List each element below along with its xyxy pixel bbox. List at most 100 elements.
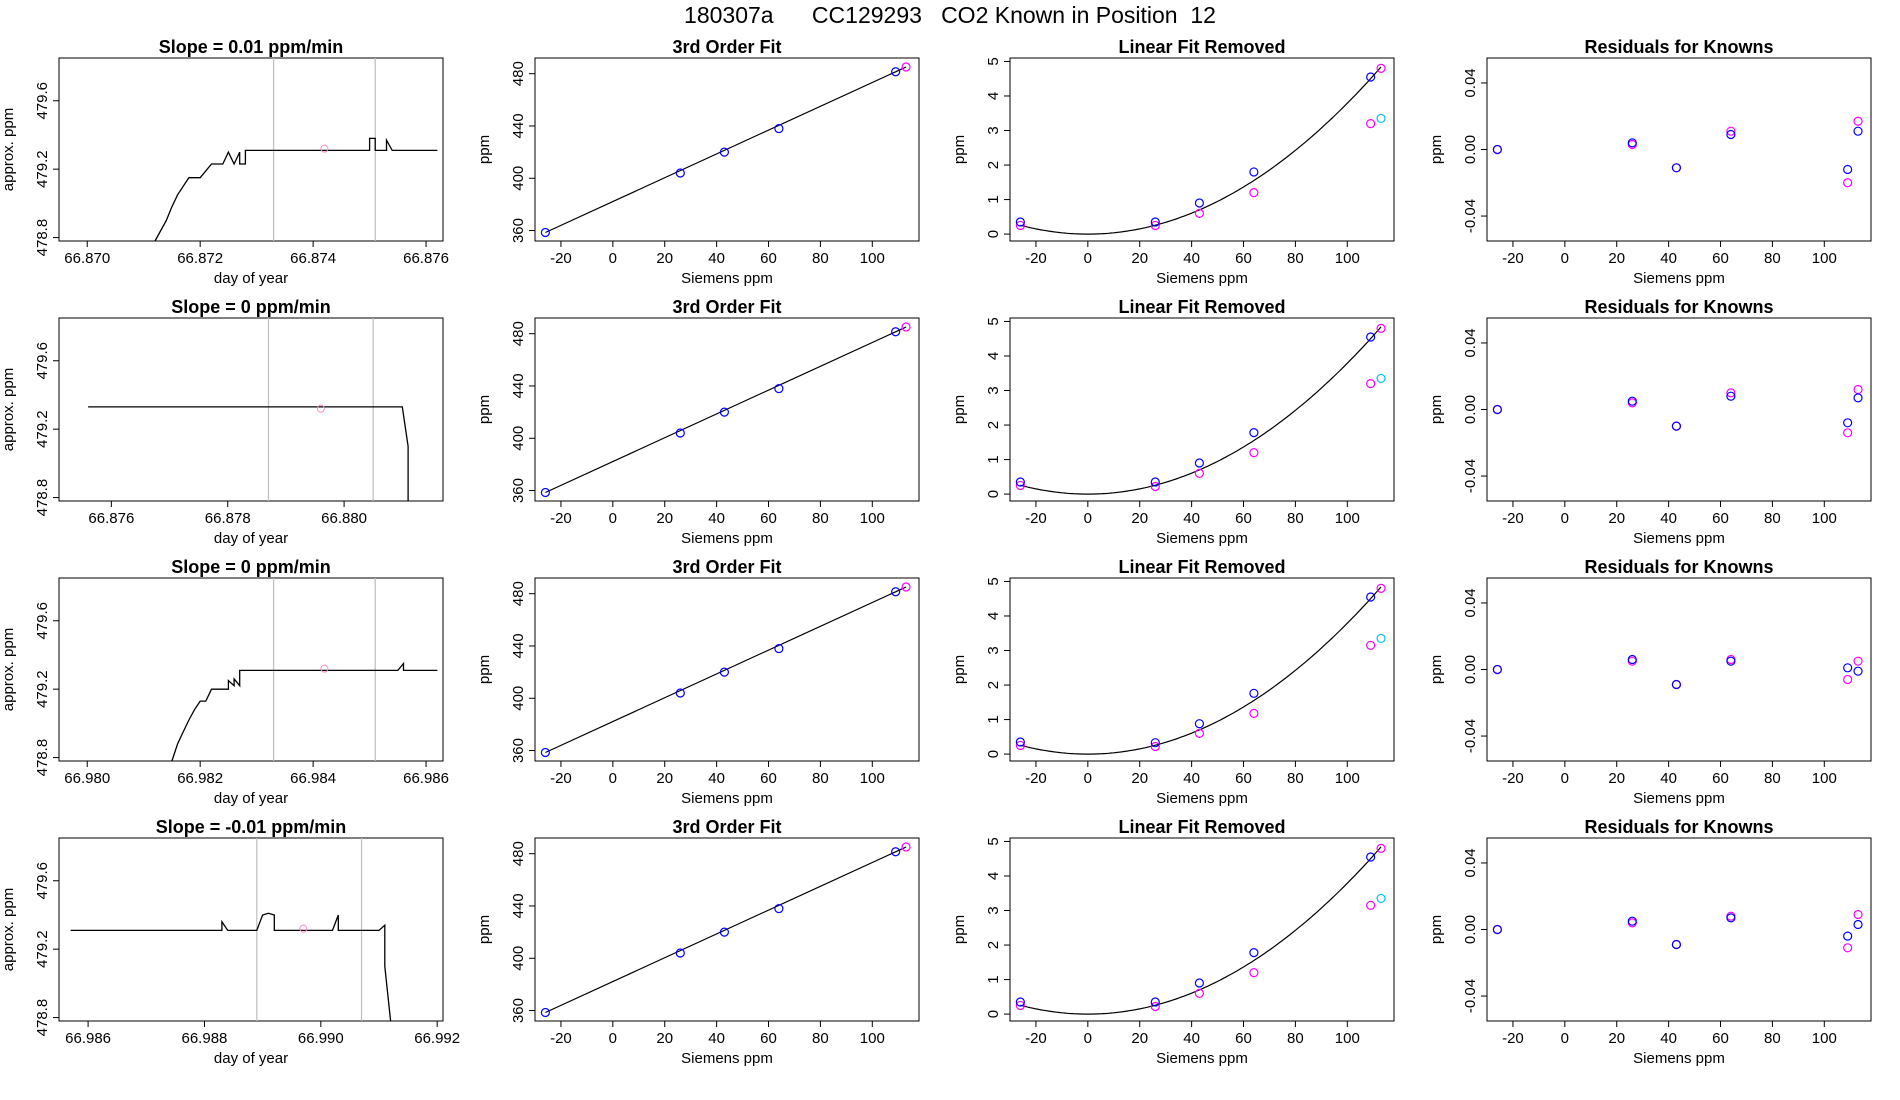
- data-point-magenta: [1194, 208, 1205, 218]
- data-point-blue: [540, 1007, 550, 1018]
- plot-frame: [534, 57, 920, 242]
- data-point-blue: [774, 643, 784, 654]
- y-tick-label: 360: [510, 738, 527, 763]
- x-axis-label: day of year: [214, 270, 288, 287]
- x-tick-label: 0: [1561, 770, 1569, 787]
- data-point-magenta: [1150, 1001, 1160, 1012]
- data-point-magenta: [1366, 640, 1376, 650]
- y-tick-label: 478.8: [34, 219, 51, 257]
- data-point-cyan: [1376, 893, 1386, 904]
- x-tick-label: 66.984: [290, 770, 336, 787]
- x-tick-label: 20: [656, 510, 673, 527]
- y-tick-label: -0.04: [1462, 719, 1479, 753]
- plot-frame: [1009, 837, 1395, 1022]
- x-tick-label: 66.992: [414, 1030, 460, 1047]
- data-point-blue: [891, 587, 901, 597]
- x-tick-label: 60: [1235, 770, 1252, 787]
- x-tick-label: 80: [812, 250, 829, 267]
- data-point-blue: [1015, 477, 1025, 487]
- data-point-blue: [540, 487, 550, 498]
- x-tick-label: 40: [1183, 250, 1200, 267]
- y-tick-label: -0.04: [1462, 199, 1479, 233]
- y-axis-label: approx. ppm: [0, 628, 17, 711]
- y-axis-label: ppm: [476, 135, 493, 164]
- data-point-magenta: [1853, 384, 1863, 395]
- data-point-blue: [1843, 164, 1853, 175]
- data-point-blue: [891, 327, 901, 337]
- y-tick-label: 3: [985, 386, 1002, 394]
- x-tick-label: 80: [812, 1030, 829, 1047]
- data-point-magenta: [1249, 448, 1259, 458]
- x-tick-label: 0: [609, 1030, 617, 1047]
- y-tick-label: 0.00: [1462, 395, 1479, 424]
- x-tick-label: 40: [1660, 510, 1677, 527]
- x-tick-label: -20: [1502, 250, 1524, 267]
- x-axis-label: Siemens ppm: [1633, 1050, 1725, 1067]
- x-tick-label: 40: [708, 510, 725, 527]
- mean-marker: [320, 664, 329, 673]
- plot-frame: [1009, 317, 1395, 502]
- y-axis-label: ppm: [476, 655, 493, 684]
- data-point-blue: [1366, 72, 1376, 82]
- x-tick-label: 80: [1764, 510, 1781, 527]
- x-tick-label: 0: [1084, 250, 1092, 267]
- data-point-blue: [1671, 421, 1682, 431]
- y-tick-label: 0.04: [1462, 588, 1479, 617]
- chart-title: Residuals for Knowns: [1584, 817, 1773, 837]
- plot-frame: [58, 57, 444, 242]
- x-tick-label: -20: [1025, 1030, 1047, 1047]
- plot-frame: [1009, 57, 1395, 242]
- plot-frame: [534, 837, 920, 1022]
- x-axis-label: Siemens ppm: [681, 270, 773, 287]
- x-tick-label: 40: [1660, 1030, 1677, 1047]
- y-tick-label: 1: [985, 195, 1002, 203]
- data-point-blue: [1366, 592, 1376, 602]
- y-axis-label: ppm: [476, 395, 493, 424]
- y-tick-label: 5: [985, 57, 1002, 65]
- x-tick-label: 100: [1812, 250, 1837, 267]
- fit-line: [545, 586, 907, 754]
- data-point-magenta: [1015, 1000, 1025, 1011]
- y-tick-label: 0: [985, 230, 1002, 238]
- data-point-blue: [1843, 663, 1853, 673]
- x-axis-label: Siemens ppm: [1156, 270, 1248, 287]
- x-tick-label: 0: [1561, 1030, 1569, 1047]
- data-point-blue: [1671, 679, 1682, 690]
- x-tick-label: 100: [860, 250, 885, 267]
- data-point-magenta: [901, 62, 911, 72]
- x-tick-label: 0: [1084, 510, 1092, 527]
- y-tick-label: 479.6: [34, 862, 51, 900]
- x-tick-label: 80: [1287, 1030, 1304, 1047]
- y-tick-label: 400: [510, 166, 527, 191]
- x-tick-label: 66.874: [290, 250, 336, 267]
- y-tick-label: 480: [510, 61, 527, 86]
- data-point-blue: [675, 948, 685, 958]
- data-point-blue: [1015, 997, 1025, 1007]
- data-point-blue: [1726, 913, 1736, 923]
- x-tick-label: 66.990: [298, 1030, 344, 1047]
- y-tick-label: 479.6: [34, 82, 51, 120]
- data-point-magenta: [1853, 909, 1863, 920]
- ppm-trace-line: [154, 137, 438, 242]
- y-axis-label: approx. ppm: [0, 888, 17, 971]
- plot-frame: [534, 577, 920, 762]
- data-point-blue: [1015, 737, 1025, 747]
- x-tick-label: 60: [1712, 770, 1729, 787]
- x-tick-label: 20: [1131, 1030, 1148, 1047]
- data-point-blue: [1627, 654, 1637, 665]
- x-tick-label: 20: [656, 250, 673, 267]
- y-tick-label: 440: [510, 373, 527, 398]
- plot-frame: [58, 837, 444, 1022]
- data-point-blue: [774, 383, 784, 394]
- data-point-blue: [1726, 391, 1736, 401]
- y-tick-label: 400: [510, 426, 527, 451]
- y-tick-label: 480: [510, 321, 527, 346]
- y-axis-label: ppm: [1428, 655, 1445, 684]
- x-tick-label: 0: [1084, 1030, 1092, 1047]
- data-point-magenta: [1843, 178, 1853, 188]
- data-point-blue: [774, 123, 784, 134]
- chart-title: Residuals for Knowns: [1584, 37, 1773, 57]
- data-point-blue: [540, 227, 550, 238]
- x-tick-label: 80: [1287, 250, 1304, 267]
